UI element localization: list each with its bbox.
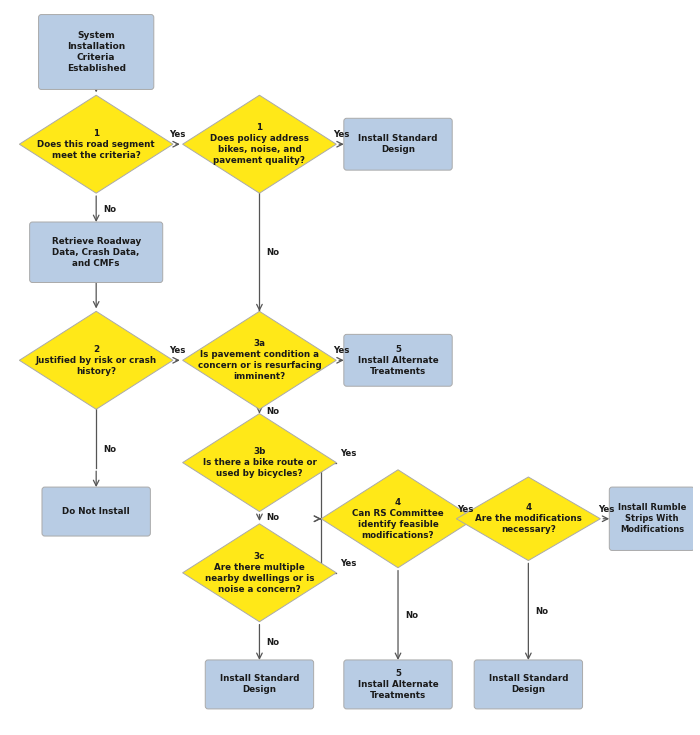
Text: Do Not Install: Do Not Install [62,507,130,516]
Text: Yes: Yes [333,346,349,356]
FancyBboxPatch shape [29,222,162,282]
Text: 5
Install Alternate
Treatments: 5 Install Alternate Treatments [358,345,438,376]
Text: 4
Can RS Committee
identify feasible
modifications?: 4 Can RS Committee identify feasible mod… [352,498,444,540]
Text: No: No [266,248,279,257]
Text: Install Standard
Design: Install Standard Design [358,135,438,154]
Text: 5
Install Alternate
Treatments: 5 Install Alternate Treatments [358,669,438,700]
Text: 1
Does policy address
bikes, noise, and
pavement quality?: 1 Does policy address bikes, noise, and … [210,123,309,165]
Text: No: No [266,513,279,522]
Text: 3a
Is pavement condition a
concern or is resurfacing
imminent?: 3a Is pavement condition a concern or is… [197,339,321,381]
Text: Install Standard
Design: Install Standard Design [489,675,568,695]
Text: No: No [103,204,116,214]
Polygon shape [20,312,173,409]
FancyBboxPatch shape [38,15,154,90]
Text: Yes: Yes [457,505,474,514]
Text: Yes: Yes [169,130,186,140]
FancyBboxPatch shape [344,334,452,386]
Text: Yes: Yes [333,130,349,140]
Text: Install Standard
Design: Install Standard Design [220,675,299,695]
Text: System
Installation
Criteria
Established: System Installation Criteria Established [66,31,126,74]
Text: 2
Justified by risk or crash
history?: 2 Justified by risk or crash history? [36,345,157,376]
Text: 4
Are the modifications
necessary?: 4 Are the modifications necessary? [475,503,582,534]
Text: No: No [405,611,418,620]
Text: No: No [266,407,279,416]
Polygon shape [183,312,336,409]
Text: Yes: Yes [340,448,356,458]
Text: 3c
Are there multiple
nearby dwellings or is
noise a concern?: 3c Are there multiple nearby dwellings o… [204,552,314,594]
Polygon shape [321,470,475,567]
Text: Yes: Yes [169,346,186,356]
FancyBboxPatch shape [344,118,452,170]
Text: Yes: Yes [598,505,615,514]
FancyBboxPatch shape [205,660,314,709]
Polygon shape [20,96,173,193]
Text: No: No [266,638,279,647]
Text: Retrieve Roadway
Data, Crash Data,
and CMFs: Retrieve Roadway Data, Crash Data, and C… [52,237,141,268]
Polygon shape [456,477,601,561]
Polygon shape [183,96,336,193]
FancyBboxPatch shape [474,660,582,709]
Text: 3b
Is there a bike route or
used by bicycles?: 3b Is there a bike route or used by bicy… [202,447,316,478]
Text: No: No [103,445,116,454]
Text: 1
Does this road segment
meet the criteria?: 1 Does this road segment meet the criter… [37,129,155,159]
FancyBboxPatch shape [344,660,452,709]
FancyBboxPatch shape [609,487,694,551]
Text: Install Rumble
Strips With
Modifications: Install Rumble Strips With Modifications [617,503,686,534]
Text: No: No [536,607,548,616]
FancyBboxPatch shape [42,487,150,536]
Polygon shape [183,414,336,512]
Text: Yes: Yes [340,559,356,568]
Polygon shape [183,524,336,622]
